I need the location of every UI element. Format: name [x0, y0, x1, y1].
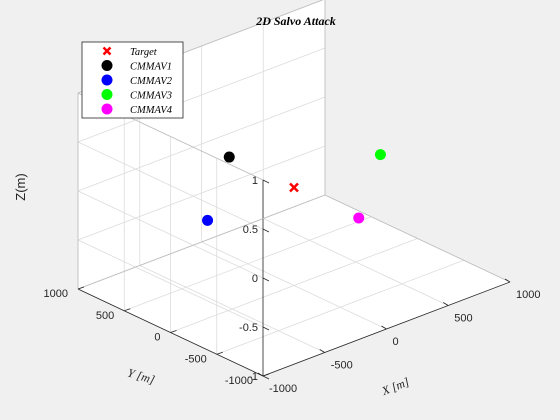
legend-marker-cmmav2 — [101, 74, 113, 86]
grid-line-z-back — [77, 145, 326, 241]
x-tick-label: 0 — [393, 336, 399, 348]
y-tick-label: 500 — [96, 310, 114, 322]
y-tick-mark — [262, 373, 270, 377]
y-tick-label: 1000 — [44, 288, 68, 300]
x-tick-mark — [381, 325, 387, 330]
grid-line-z-left — [77, 141, 264, 230]
legend-marker-target — [102, 46, 112, 56]
legend-label-cmmav4: CMMAV4 — [130, 105, 173, 116]
tick-labels: -1 -0.5 0 0.5 1 -1000 -500 0 500 1000 -1000 -500 0 50… — [44, 175, 541, 395]
y-axis-label: Y [m] — [126, 365, 157, 387]
x-tick-mark — [504, 278, 511, 283]
y-tick-label: 0 — [154, 332, 160, 344]
z-tick-mark — [262, 326, 270, 331]
z-tick-mark — [262, 375, 270, 380]
grid-line-z-left — [77, 239, 264, 328]
z-tick-mark — [262, 179, 270, 184]
x-tick-mark — [443, 302, 449, 306]
marker-cmmav1 — [223, 151, 235, 163]
z-axis-label: Z(m) — [13, 173, 28, 200]
grid-line-z-back — [77, 96, 326, 192]
floor-edge-right — [324, 194, 511, 283]
x-tick-mark — [319, 349, 325, 353]
y-tick-mark — [216, 351, 223, 355]
x-tick-label: 500 — [454, 313, 472, 325]
chart-title: 2D Salvo Attack — [255, 14, 336, 28]
z-tick-mark — [262, 277, 270, 282]
x-tick-label: 1000 — [516, 289, 540, 301]
floor-edge-back — [77, 194, 326, 290]
y-tick-mark — [77, 286, 85, 290]
legend-label-cmmav3: CMMAV3 — [130, 91, 172, 102]
legend-marker-cmmav4 — [101, 103, 113, 115]
marker-cmmav4 — [353, 212, 365, 224]
legend-marker-cmmav1 — [101, 60, 113, 71]
z-tick-label: -1 — [248, 371, 258, 383]
y-tick-label: -1000 — [225, 375, 253, 387]
legend-marker-cmmav3 — [101, 89, 113, 100]
y-tick-mark — [124, 308, 131, 312]
z-tick-label: 1 — [252, 175, 258, 187]
x-axis-label: X [m] — [379, 374, 412, 398]
marker-target — [289, 182, 299, 193]
grid-line-y-floor — [124, 216, 372, 312]
y-tick-label: -500 — [185, 353, 207, 365]
grid-line-z-back — [77, 47, 326, 143]
legend-label-cmmav2: CMMAV2 — [130, 76, 173, 87]
legend: Target CMMAV1 CMMAV2 CMMAV3 CMMAV4 — [81, 41, 184, 119]
x-tick-mark — [257, 372, 264, 377]
grid-line-z-left — [77, 190, 264, 279]
legend-label-target: Target — [130, 47, 158, 58]
x-tick-label: -500 — [331, 360, 353, 372]
grid-line-y-floor — [170, 238, 418, 333]
z-tick-label: -0.5 — [239, 322, 258, 334]
data-markers — [202, 149, 386, 226]
marker-cmmav2 — [202, 214, 214, 226]
legend-box — [81, 41, 184, 119]
z-tick-label: 0.5 — [243, 224, 258, 236]
z-tick-label: 0 — [252, 273, 258, 285]
x-tick-label: -1000 — [269, 383, 297, 395]
legend-label-cmmav1: CMMAV1 — [130, 62, 172, 73]
grid-line-y-floor — [216, 259, 464, 355]
marker-cmmav3 — [374, 149, 386, 161]
z-tick-mark — [262, 228, 270, 233]
y-tick-mark — [170, 330, 177, 333]
